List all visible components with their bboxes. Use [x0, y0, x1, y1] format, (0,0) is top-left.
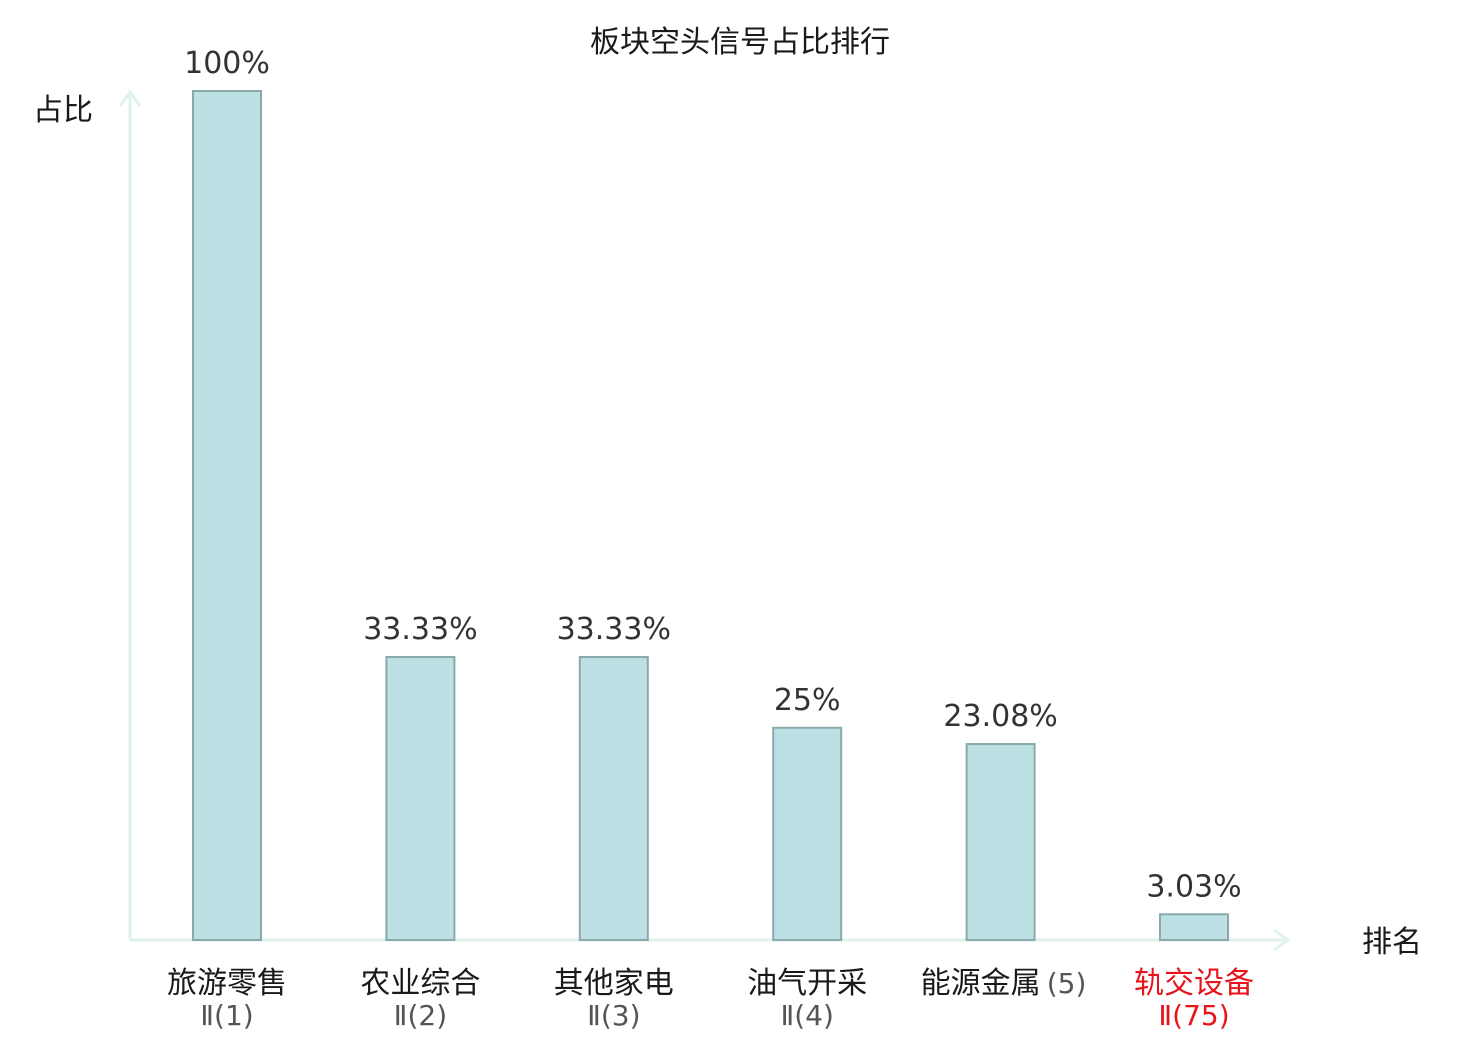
bar-4 [965, 743, 1036, 941]
y-axis-arrow [118, 89, 142, 107]
category-rank-2: Ⅱ(3) [587, 999, 640, 1032]
category-rank-0: Ⅱ(1) [200, 999, 253, 1032]
value-label-5: 3.03% [1146, 869, 1241, 904]
bar-2 [578, 656, 649, 942]
x-axis-arrow [1273, 928, 1291, 952]
category-label-2: 其他家电 [554, 966, 674, 1001]
value-label-0: 100% [184, 46, 270, 81]
bar-3 [772, 726, 843, 941]
value-label-3: 25% [774, 683, 841, 718]
value-label-2: 33.33% [557, 612, 671, 647]
category-rank-5: Ⅱ(75) [1158, 999, 1229, 1032]
category-label-0: 旅游零售 [167, 966, 287, 1001]
category-rank-4: (5) [1047, 967, 1087, 1000]
category-rank-3: Ⅱ(4) [780, 999, 833, 1032]
category-label-4: 能源金属 [921, 966, 1041, 1001]
y-axis-label: 占比 [33, 93, 93, 128]
category-label-3: 油气开采 [747, 966, 867, 1001]
bar-0 [192, 90, 262, 941]
category-label-5: 轨交设备 [1134, 966, 1254, 1001]
category-label-1: 农业综合 [360, 966, 480, 1001]
bar-1 [385, 656, 456, 942]
bars [192, 90, 1229, 942]
value-labels: 100% 33.33% 33.33% 25% 23.08% 3.03% [184, 46, 1242, 904]
x-axis-label: 排名 [1362, 925, 1422, 960]
bar-5 [1159, 913, 1229, 942]
chart-title: 板块空头信号占比排行 [590, 25, 890, 60]
value-label-4: 23.08% [943, 699, 1057, 734]
value-label-1: 33.33% [363, 612, 477, 647]
category-rank-1: Ⅱ(2) [394, 999, 447, 1032]
axes [118, 89, 1291, 952]
